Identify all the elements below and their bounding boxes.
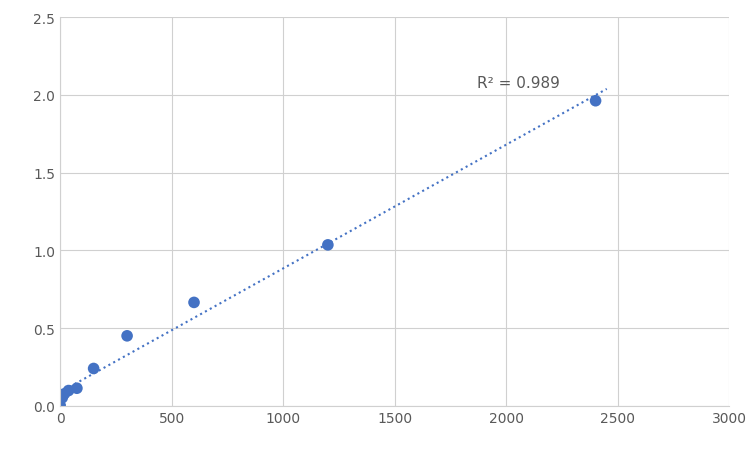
Point — [59, 391, 71, 398]
Point — [87, 365, 99, 372]
Point — [56, 394, 68, 401]
Point — [71, 385, 83, 392]
Point — [322, 242, 334, 249]
Point — [54, 402, 66, 409]
Point — [188, 299, 200, 306]
Point — [590, 98, 602, 105]
Text: R² = 0.989: R² = 0.989 — [478, 76, 560, 91]
Point — [121, 332, 133, 340]
Point — [62, 387, 74, 394]
